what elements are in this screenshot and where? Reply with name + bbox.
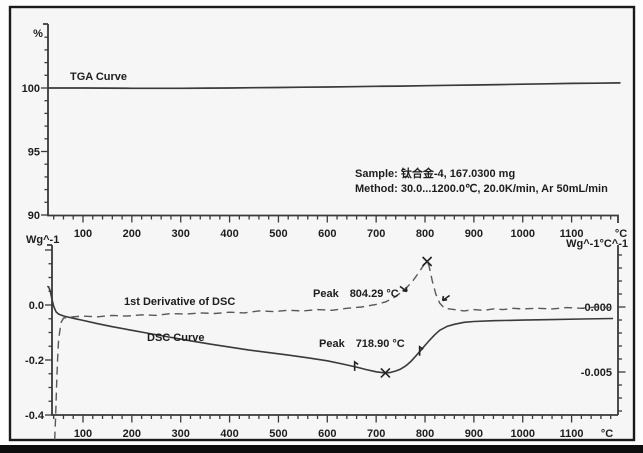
top-x-axis-tick-label: 1000 bbox=[510, 228, 534, 240]
top-y-tick-label: 90 bbox=[28, 210, 40, 222]
bottom-left-y-tick-label: -0.2 bbox=[25, 355, 44, 367]
bottom-bar bbox=[0, 445, 643, 453]
bottom-x-axis-tick-label: 400 bbox=[220, 428, 238, 440]
top-y-axis-unit: % bbox=[33, 28, 43, 40]
dsc-curve bbox=[46, 285, 614, 374]
top-x-axis-tick-label: 300 bbox=[172, 228, 190, 240]
x-marker bbox=[422, 256, 433, 267]
method-info: Method: 30.0...1200.0℃, 20.0K/min, Ar 50… bbox=[355, 183, 608, 195]
bottom-x-axis-unit: °C bbox=[601, 428, 613, 440]
bottom-x-axis-tick-label: 200 bbox=[123, 428, 141, 440]
top-x-axis-tick-label: 900 bbox=[465, 228, 483, 240]
flag-marker bbox=[353, 360, 359, 371]
top-x-axis-tick-label: 800 bbox=[416, 228, 434, 240]
dsc-curve-label: DSC Curve bbox=[147, 332, 204, 344]
top-y-tick-label: 95 bbox=[28, 147, 40, 159]
peak-derivative-annotation: Peak 804.29 °C bbox=[313, 288, 399, 300]
tga-curve bbox=[47, 82, 621, 90]
flag-marker bbox=[418, 345, 424, 356]
top-x-axis-tick-label: 400 bbox=[220, 228, 238, 240]
bottom-x-axis-tick-label: 500 bbox=[269, 428, 287, 440]
bottom-right-axis-unit: Wg^-1°C^-1 bbox=[566, 238, 628, 250]
top-x-axis-tick-label: 600 bbox=[318, 228, 336, 240]
bottom-x-axis-tick-label: 900 bbox=[465, 428, 483, 440]
top-x-axis-tick-label: 500 bbox=[269, 228, 287, 240]
derivative-curve-label: 1st Derivative of DSC bbox=[124, 296, 235, 308]
dsc-derivative-curve bbox=[54, 260, 614, 440]
top-panel-axes bbox=[43, 23, 619, 223]
bottom-x-axis-tick-label: 800 bbox=[416, 428, 434, 440]
bottom-x-axis-tick-label: 100 bbox=[74, 428, 92, 440]
top-x-axis-unit: °C bbox=[615, 228, 627, 240]
peak-dsc-annotation: Peak 718.90 °C bbox=[319, 338, 405, 350]
bottom-left-axis-unit: Wg^-1 bbox=[26, 234, 59, 246]
bottom-x-axis-tick-label: 700 bbox=[367, 428, 385, 440]
bottom-right-y-tick-label: -0.000 bbox=[581, 302, 612, 314]
bottom-x-axis-tick-label: 1000 bbox=[510, 428, 534, 440]
top-x-axis-tick-label: 1100 bbox=[560, 228, 584, 240]
bottom-x-axis-tick-label: 600 bbox=[318, 428, 336, 440]
bottom-left-y-tick-label: -0.4 bbox=[25, 410, 45, 422]
bottom-left-y-tick-label: 0.0 bbox=[29, 300, 44, 312]
figure-frame bbox=[8, 5, 636, 442]
top-x-axis-tick-label: 700 bbox=[367, 228, 385, 240]
sample-info: Sample: 钛合金-4, 167.0300 mg bbox=[355, 166, 515, 180]
top-y-tick-label: 100 bbox=[22, 83, 40, 95]
x-marker bbox=[380, 367, 391, 378]
top-x-axis-tick-label: 100 bbox=[74, 228, 92, 240]
tga-curve-label: TGA Curve bbox=[70, 71, 127, 83]
bottom-right-y-tick-label: -0.005 bbox=[581, 367, 612, 379]
arrow-marker bbox=[441, 294, 451, 302]
generated-chart: 100 95 90 100 200 300 400 500 600 700 800 900 1000 11… bbox=[8, 5, 636, 442]
bottom-x-axis-tick-label: 300 bbox=[172, 428, 190, 440]
top-x-axis-tick-label: 200 bbox=[123, 228, 141, 240]
bottom-x-axis-tick-label: 1100 bbox=[560, 428, 584, 440]
arrow-marker bbox=[399, 285, 408, 293]
